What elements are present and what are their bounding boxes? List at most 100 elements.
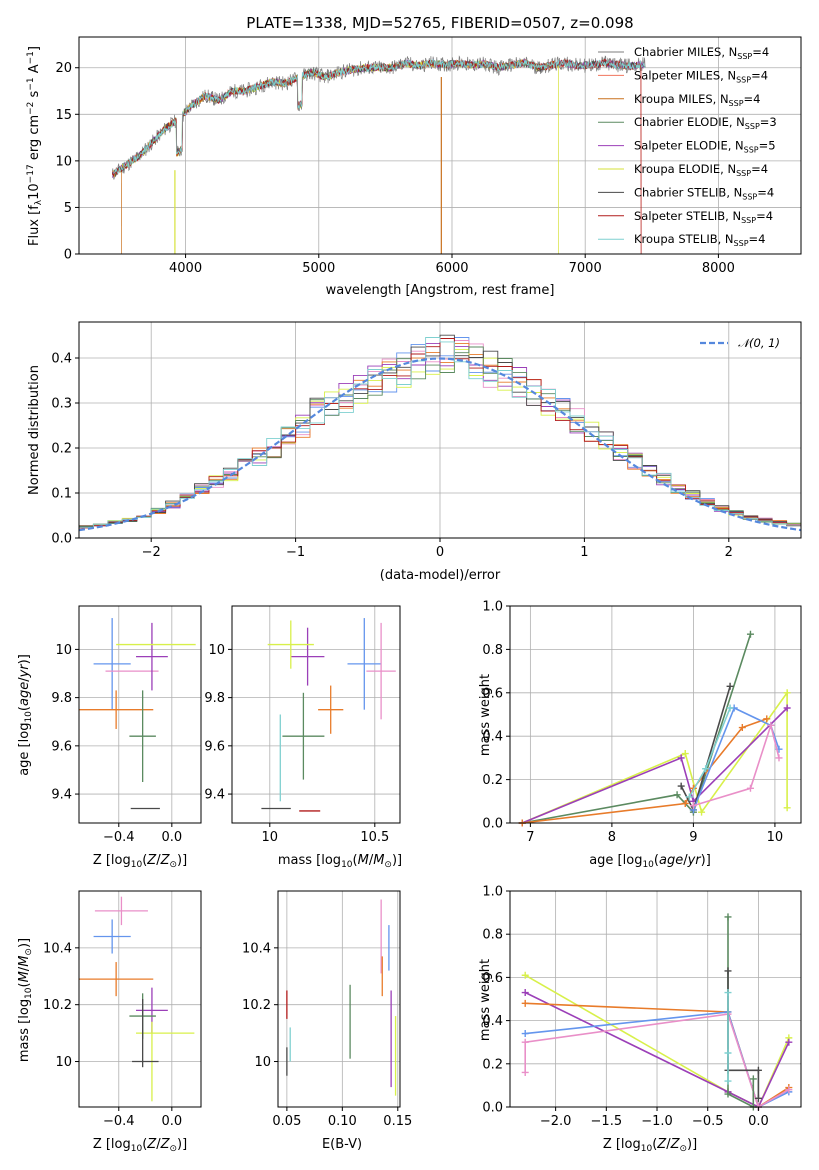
y-tick-label: 0.4: [51, 352, 72, 367]
x-tick-label: −2: [142, 545, 161, 560]
legend-label: Salpeter MILES, NSSP=4: [634, 68, 768, 84]
x-tick-label: 8000: [702, 261, 735, 276]
weight-marker: [746, 784, 754, 792]
x-tick-label: −1.5: [591, 1114, 623, 1129]
x-tick-label: 7: [526, 830, 534, 845]
legend-label: Chabrier MILES, NSSP=4: [634, 45, 769, 61]
residual-histogram-panel: −2 −1 0 1 2 0.0 0.1 0.2 0.3 0.4 (data-model)/erro…: [27, 321, 802, 583]
legend-label: Chabrier STELIB, NSSP=4: [634, 185, 774, 201]
histogram-step: [78, 337, 801, 538]
spectrum-line: [113, 59, 559, 255]
x-tick-label: −0.5: [692, 1114, 724, 1129]
weight-marker: [681, 750, 689, 758]
weight-marker: [521, 999, 529, 1007]
x-tick-label: 10: [262, 830, 279, 845]
x-tick-label: −2.0: [540, 1114, 572, 1129]
weight-marker: [783, 804, 791, 812]
weight-marker: [677, 754, 685, 762]
y-tick-label: 9.6: [204, 739, 225, 754]
y-axis-label: Flux [fλ10−17 erg cm−2 s−1 A−1]: [26, 46, 44, 246]
weight-line: [524, 991, 790, 1109]
axes-frame: [78, 321, 802, 539]
y-tick-label: 10: [55, 154, 72, 169]
y-tick-label: 10: [208, 643, 225, 658]
legend: Chabrier MILES, NSSP=4 Salpeter MILES, NS…: [598, 45, 777, 248]
weight-marker: [749, 1075, 757, 1083]
y-tick-label: 10.2: [242, 998, 271, 1013]
y-tick-label: 0.6: [482, 686, 503, 701]
x-tick-label: 10.5: [360, 830, 389, 845]
weight-marker: [689, 802, 697, 810]
spectrum-panel: PLATE=1338, MJD=52765, FIBERID=0507, z=0…: [26, 14, 802, 298]
axes-frame: [231, 605, 401, 824]
x-axis-label: mass [log10(M/M⊙)]: [278, 853, 402, 870]
axes-frame: [78, 605, 202, 824]
legend: 𝒩(0, 1): [700, 336, 780, 350]
chart-title: PLATE=1338, MJD=52765, FIBERID=0507, z=0…: [246, 14, 633, 32]
axes-frame: [509, 890, 802, 1108]
weight-marker: [681, 799, 689, 807]
histograms: [78, 334, 802, 538]
weight-marker: [785, 1038, 793, 1046]
weight-marker: [724, 1090, 732, 1098]
mass-vs-extinction-panel: 0.05 0.10 0.15 10 10.2 10.4 E(B-V): [242, 890, 412, 1152]
y-tick-label: 10: [55, 1055, 72, 1070]
y-tick-label: 0: [64, 248, 72, 263]
x-axis-label: Z [log10(Z/Z⊙)]: [603, 1137, 697, 1154]
y-tick-label: 0.8: [482, 928, 503, 943]
errorbars: [79, 618, 196, 810]
y-tick-label: 0.0: [482, 1101, 503, 1116]
x-tick-label: 10: [767, 830, 784, 845]
x-tick-label: 0.0: [748, 1114, 769, 1129]
spectrum-line: [112, 58, 642, 178]
errorbars: [261, 618, 396, 812]
weight-marker: [521, 971, 529, 979]
y-tick-label: 0.2: [51, 442, 72, 457]
y-tick-label: 10: [254, 1055, 271, 1070]
weight-marker: [724, 989, 732, 997]
y-tick-label: 9.4: [51, 788, 72, 803]
x-axis-label: Z [log10(Z/Z⊙)]: [93, 853, 187, 870]
x-axis-label: Z [log10(Z/Z⊙)]: [93, 1137, 187, 1154]
x-tick-label: 9: [689, 830, 697, 845]
y-tick-label: 1.0: [482, 885, 503, 900]
weight-marker: [746, 630, 754, 638]
x-axis-label: wavelength [Angstrom, rest frame]: [326, 283, 555, 298]
weight-marker: [726, 682, 734, 690]
weight-marker: [783, 704, 791, 712]
age-vs-mass-panel: 10 10.5 9.4 9.6 9.8 10 mass [log10(M/M⊙)]: [204, 605, 402, 870]
weight-marker: [783, 689, 791, 697]
weight-line: [692, 706, 780, 811]
y-tick-label: 0.8: [482, 643, 503, 658]
weight-marker: [521, 1038, 529, 1046]
y-tick-label: 20: [55, 61, 72, 76]
spectrum-line: [111, 58, 642, 255]
y-axis-label: age [log10(age/yr)]: [17, 654, 34, 776]
y-tick-label: 15: [55, 108, 72, 123]
y-axis-label: mass weight: [478, 674, 493, 756]
y-axis-label: mass weight: [478, 959, 493, 1041]
weight-marker: [724, 913, 732, 921]
y-axis-label: mass [log10(M/M⊙)]: [17, 938, 34, 1062]
weight-marker: [724, 1077, 732, 1085]
x-tick-label: 1: [580, 545, 588, 560]
weight-marker: [521, 989, 529, 997]
x-tick-label: 7000: [569, 261, 602, 276]
weight-marker: [785, 1086, 793, 1094]
histogram-step: [78, 334, 801, 538]
age-vs-metallicity-panel: −0.4 0.0 9.4 9.6 9.8 10 Z [log10(Z/Z⊙)] age […: [17, 605, 202, 870]
x-tick-label: −1: [286, 545, 305, 560]
y-tick-label: 9.8: [204, 691, 225, 706]
weight-marker: [754, 1066, 762, 1074]
weight-marker: [702, 765, 710, 773]
errorbars: [79, 896, 195, 1102]
weight-marker: [673, 791, 681, 799]
weight-marker: [521, 1068, 529, 1076]
x-tick-label: 0.05: [272, 1114, 301, 1129]
weight-line: [680, 686, 731, 813]
weight-line: [693, 722, 780, 807]
y-tick-label: 1.0: [482, 600, 503, 615]
weight-marker: [726, 704, 734, 712]
legend-label: Kroupa STELIB, NSSP=4: [634, 232, 765, 248]
weight-marker: [738, 724, 746, 732]
